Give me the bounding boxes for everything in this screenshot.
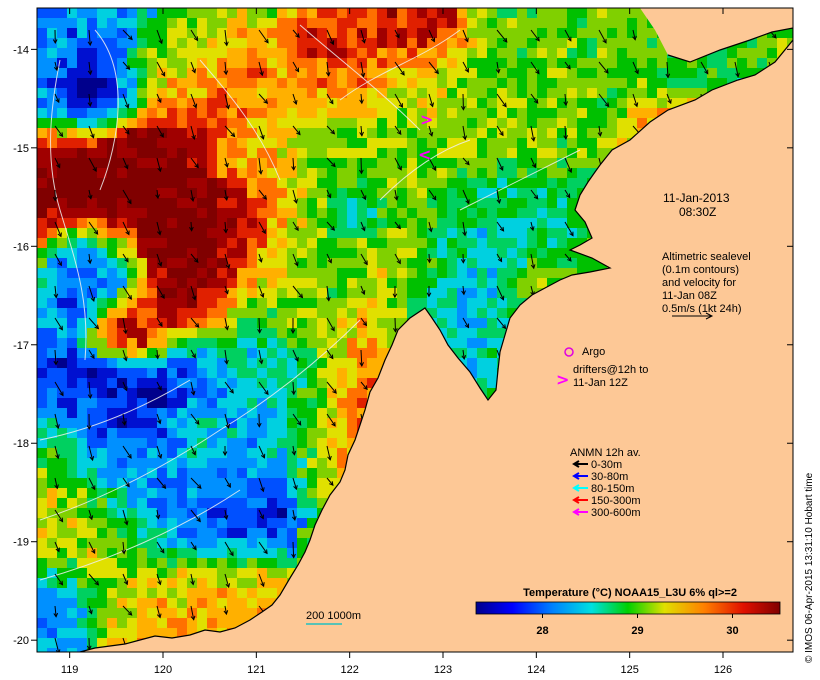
colorbar-tick-label: 29 <box>631 625 643 637</box>
y-tick-label: -17 <box>13 340 29 352</box>
y-tick-label: -15 <box>13 143 29 155</box>
colorbar-title: Temperature (°C) NOAA15_L3U 6% ql>=2 <box>523 587 737 599</box>
altimetry-line: 0.5m/s (1kt 24h) <box>662 303 741 315</box>
y-tick-label: -20 <box>13 635 29 647</box>
anmn-legend-label: 30-80m <box>591 471 628 483</box>
altimetry-line: and velocity for <box>662 277 736 289</box>
anmn-title: ANMN 12h av. <box>570 447 641 459</box>
colorbar <box>475 601 781 615</box>
drifter-marker: > <box>420 110 433 129</box>
anmn-legend-item: 300-600m <box>572 507 641 519</box>
anmn-legend-item: 80-150m <box>572 483 634 495</box>
anmn-legend-item: 30-80m <box>572 471 628 483</box>
altimetry-note: Altimetric sealevel (0.1m contours) and … <box>662 251 751 320</box>
y-tick-label: -14 <box>13 44 29 56</box>
y-tick-label: -19 <box>13 537 29 549</box>
x-axis: 119 120 121 122 123 124 125 126 <box>61 8 732 676</box>
y-tick-label: -18 <box>13 438 29 450</box>
x-tick-label: 125 <box>620 664 638 676</box>
date-label: 11-Jan-2013 <box>663 191 730 205</box>
depth-scale-label: 200 1000m <box>306 610 361 622</box>
anmn-legend-item: 0-30m <box>572 459 622 471</box>
colorbar-tick-label: 28 <box>536 625 548 637</box>
anmn-legend-label: 300-600m <box>591 507 641 519</box>
drifters-label: 11-Jan 12Z <box>573 377 628 389</box>
altimetry-line: (0.1m contours) <box>662 264 739 276</box>
colorbar-ticks: 28 29 30 <box>536 614 739 637</box>
colorbar-tick-label: 30 <box>726 625 738 637</box>
anmn-legend-label: 150-300m <box>591 495 641 507</box>
coastline <box>79 27 793 652</box>
drifters-label: drifters@12h to <box>573 364 648 376</box>
x-tick-label: 121 <box>247 664 265 676</box>
x-tick-label: 120 <box>154 664 172 676</box>
altimetry-line: 11-Jan 08Z <box>662 290 717 302</box>
velocity-scale-arrow <box>672 312 714 320</box>
argo-marker <box>564 347 574 357</box>
x-tick-label: 119 <box>61 664 79 676</box>
y-axis: -14 -15 -16 -17 -18 -19 -20 <box>13 44 793 647</box>
altimetry-line: Altimetric sealevel <box>662 251 751 263</box>
argo-label: Argo <box>582 346 605 358</box>
x-tick-label: 124 <box>527 664 545 676</box>
time-label: 08:30Z <box>679 205 716 219</box>
anmn-legend-item: 150-300m <box>572 495 641 507</box>
drifters-legend-marker: > <box>556 370 569 389</box>
plot-frame <box>36 7 794 653</box>
x-tick-label: 123 <box>434 664 452 676</box>
anmn-legend-label: 80-150m <box>591 483 634 495</box>
x-tick-label: 126 <box>714 664 732 676</box>
sealevel-contours <box>39 24 581 581</box>
y-tick-label: -16 <box>13 241 29 253</box>
anmn-legend-label: 0-30m <box>591 459 622 471</box>
x-tick-label: 122 <box>340 664 358 676</box>
drifter-marker: < <box>418 145 431 164</box>
credit-text: © IMOS 06-Apr-2015 13:31:10 Hobart time <box>804 472 815 663</box>
